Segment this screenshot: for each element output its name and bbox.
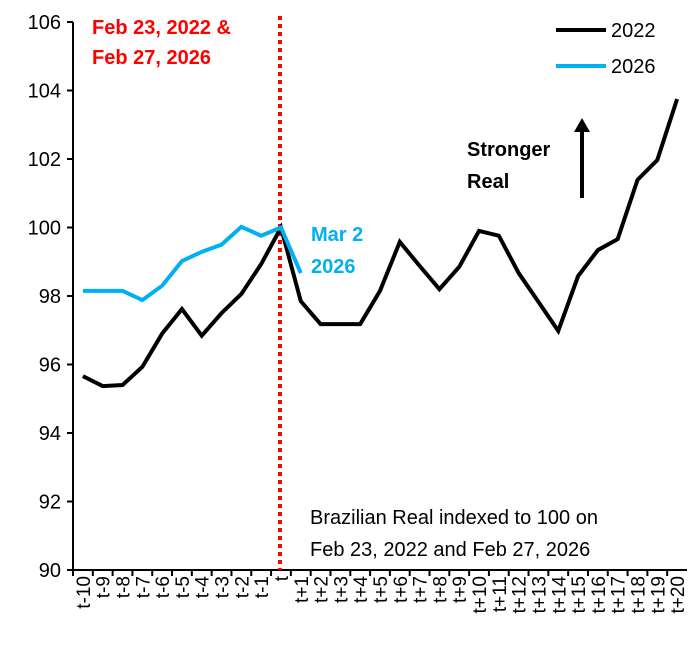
x-tick-label: t+1 — [292, 576, 313, 603]
legend-label-2026: 2026 — [611, 56, 656, 78]
up-arrow-icon — [574, 118, 590, 198]
x-tick-label: t-8 — [114, 576, 135, 598]
series-line-2022 — [83, 99, 677, 386]
x-tick-label: t+8 — [430, 576, 451, 603]
x-tick-label: t+19 — [648, 576, 669, 614]
y-tick-label: 98 — [39, 286, 61, 308]
x-tick-label: t+2 — [312, 576, 333, 603]
x-tick-label: t+6 — [391, 576, 412, 603]
y-tick-label: 92 — [39, 492, 61, 514]
y-tick-label: 106 — [28, 12, 61, 34]
event-label-line1: Feb 23, 2022 & — [92, 17, 231, 39]
x-tick-label: t-2 — [232, 576, 253, 598]
stronger-label-line1: Stronger — [467, 139, 551, 161]
x-tick-label: t+3 — [331, 576, 352, 603]
y-tick-label: 90 — [39, 560, 61, 582]
x-tick-label: t-3 — [213, 576, 234, 598]
x-tick-label: t-4 — [193, 576, 214, 599]
x-tick-label: t-10 — [74, 576, 95, 609]
x-tick-label: t+15 — [569, 576, 590, 614]
x-tick-label: t-6 — [153, 576, 174, 598]
x-tick-label: t-1 — [252, 576, 273, 598]
x-tick-label: t+10 — [470, 576, 491, 614]
y-tick-label: 102 — [28, 149, 61, 171]
mar2-label-line2: 2026 — [311, 256, 356, 278]
x-axis: t-10t-9t-8t-7t-6t-5t-4t-3t-2t-1tt+1t+2t+… — [73, 570, 689, 614]
y-tick-label: 100 — [28, 218, 61, 240]
x-tick-label: t-7 — [133, 576, 154, 598]
x-tick-label: t+7 — [411, 576, 432, 603]
x-tick-label: t+20 — [668, 576, 689, 614]
note-line1: Brazilian Real indexed to 100 on — [310, 507, 598, 529]
x-tick-label: t+14 — [549, 576, 570, 614]
x-tick-label: t+16 — [589, 576, 610, 614]
event-label-line2: Feb 27, 2026 — [92, 47, 211, 69]
note-line2: Feb 23, 2022 and Feb 27, 2026 — [310, 539, 590, 561]
y-tick-label: 96 — [39, 355, 61, 377]
x-tick-label: t+13 — [529, 576, 550, 614]
legend: 2022 2026 — [556, 20, 656, 78]
x-tick-label: t — [272, 575, 293, 581]
x-tick-label: t+17 — [609, 576, 630, 614]
x-tick-label: t+9 — [450, 576, 471, 603]
x-tick-label: t+12 — [510, 576, 531, 614]
series-line-2026 — [83, 227, 301, 300]
x-tick-label: t+18 — [628, 576, 649, 614]
y-axis: 90 92 94 96 98 100 102 104 106 — [28, 12, 73, 582]
stronger-label-line2: Real — [467, 171, 509, 193]
x-tick-label: t+4 — [351, 576, 372, 603]
y-tick-label: 104 — [28, 81, 61, 103]
x-tick-label: t+5 — [371, 576, 392, 603]
x-tick-label: t+11 — [490, 576, 511, 612]
mar2-label-line1: Mar 2 — [311, 224, 363, 246]
x-tick-label: t-9 — [94, 576, 115, 598]
legend-label-2022: 2022 — [611, 20, 656, 42]
y-tick-label: 94 — [39, 423, 61, 445]
x-tick-label: t-5 — [173, 576, 194, 598]
